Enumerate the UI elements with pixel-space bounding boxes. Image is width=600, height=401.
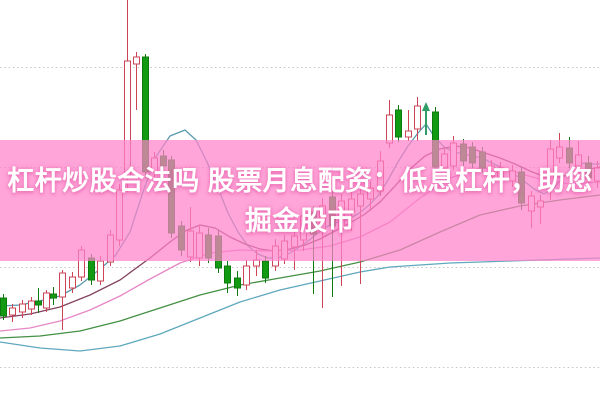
candle-body — [386, 114, 393, 144]
up-arrow-head — [422, 102, 430, 111]
banner-title-line1: 杠杆炒股合法吗 股票月息配资：低息杠杆，助您 — [7, 165, 593, 196]
candle — [395, 105, 402, 142]
candle-body — [224, 265, 231, 284]
up-arrow-marker — [422, 102, 430, 135]
candle-body — [234, 277, 241, 289]
candle-body — [262, 260, 269, 279]
candle — [43, 290, 50, 312]
candle-body — [243, 265, 250, 286]
candle — [0, 294, 7, 320]
candle-body — [28, 300, 35, 310]
candle — [28, 297, 35, 315]
candle — [59, 270, 66, 330]
candle — [133, 52, 140, 110]
candle-body — [43, 292, 50, 309]
candle — [69, 272, 76, 293]
candle-body — [35, 300, 42, 306]
candle-body — [405, 130, 412, 138]
candle — [9, 304, 16, 322]
candle-body — [9, 307, 16, 316]
candle — [224, 261, 231, 293]
candle-body — [19, 303, 26, 313]
promo-banner: 杠杆炒股合法吗 股票月息配资：低息杠杆，助您 掘金股市 — [0, 140, 600, 261]
candle-body — [414, 105, 421, 130]
candle — [19, 300, 26, 318]
candle-body — [133, 56, 140, 65]
candle — [50, 287, 57, 305]
candle — [414, 97, 421, 141]
candle — [234, 271, 241, 296]
candle-body — [97, 260, 104, 282]
candle-body — [69, 276, 76, 289]
candle-body — [88, 257, 95, 281]
candle-body — [59, 272, 66, 298]
banner-title-line2: 掘金股市 — [245, 205, 355, 236]
candle — [243, 260, 250, 290]
candle-body — [395, 109, 402, 138]
candle-body — [0, 297, 7, 317]
candle-body — [50, 293, 57, 299]
candle — [35, 288, 42, 313]
candle — [405, 110, 412, 141]
